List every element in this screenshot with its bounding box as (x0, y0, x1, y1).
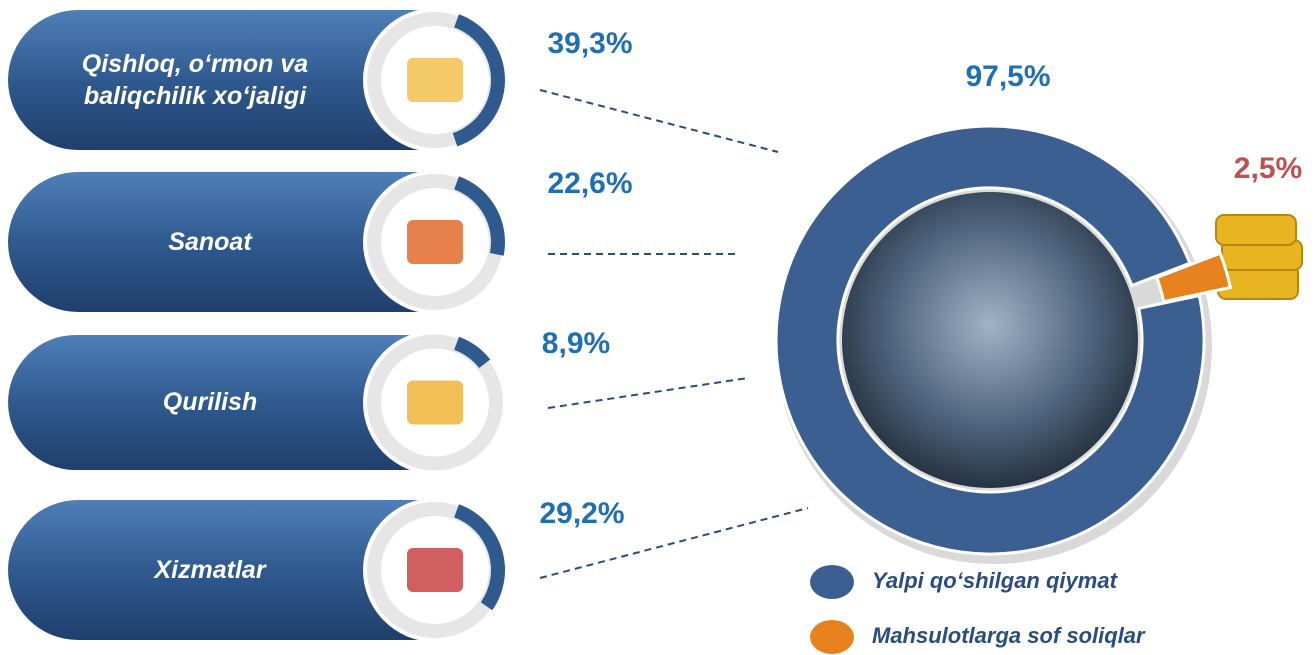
value-label: 22,6% (547, 167, 632, 200)
icon (407, 380, 463, 425)
icon (407, 220, 463, 264)
icon (407, 548, 463, 592)
category-label: Xizmatlar (154, 555, 266, 584)
value-label: 97,5% (965, 60, 1050, 93)
legend-swatch (810, 565, 854, 599)
legend-label: Mahsulotlarga sof soliqlar (872, 623, 1146, 648)
donut-slice (1154, 251, 1233, 304)
category-pill (8, 500, 435, 640)
value-label: 39,3% (547, 27, 632, 60)
value-label: 29,2% (539, 497, 624, 530)
gauge-arc (452, 14, 505, 147)
legend-swatch (810, 620, 854, 654)
category-label: Qishloq, o‘rmon va baliqchilik xo‘jaligi (81, 49, 309, 111)
value-label: 2,5% (1234, 152, 1302, 185)
donut-slice (774, 124, 1206, 556)
value-label: 8,9% (542, 327, 610, 360)
icon (407, 58, 463, 102)
category-pill (8, 172, 435, 312)
category-label: Qurilish (162, 388, 258, 417)
center-picture (842, 192, 1138, 488)
gauge-arc (454, 336, 491, 369)
gauge-arc (454, 504, 506, 611)
dashed-connectors (539, 89, 809, 579)
category-pill (8, 335, 436, 470)
category-pill (8, 10, 435, 150)
gauge-arc (454, 176, 506, 256)
legend-label: Yalpi qo‘shilgan qiymat (872, 568, 1119, 593)
coins (1215, 214, 1303, 300)
category-label: Sanoat (168, 227, 252, 256)
